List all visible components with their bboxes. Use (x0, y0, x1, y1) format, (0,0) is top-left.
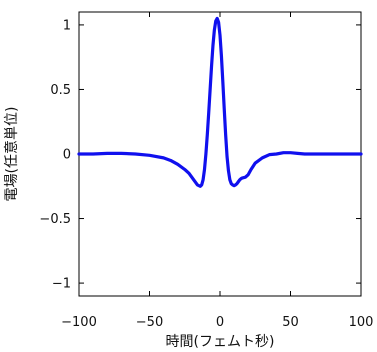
y-tick-label: −0.5 (39, 212, 71, 227)
y-tick-label: −1 (52, 277, 71, 292)
series-line (77, 16, 363, 188)
x-axis-label: 時間(フェムト秒) (166, 334, 275, 350)
y-tick-label: 0 (63, 148, 71, 163)
y-tick-label: 0.5 (50, 83, 71, 98)
x-tick-label: 50 (282, 315, 299, 330)
x-tick-label: 100 (349, 315, 374, 330)
y-axis-label: 電場(任意単位) (3, 107, 20, 202)
plot-area: −100 −50 0 50 100 −1 −0.5 0 0.5 1 (39, 11, 374, 330)
y-tick-label: 1 (63, 18, 71, 33)
x-tick-label: −100 (61, 315, 97, 330)
x-tick-label: −50 (136, 315, 163, 330)
x-tick-label: 0 (216, 315, 224, 330)
